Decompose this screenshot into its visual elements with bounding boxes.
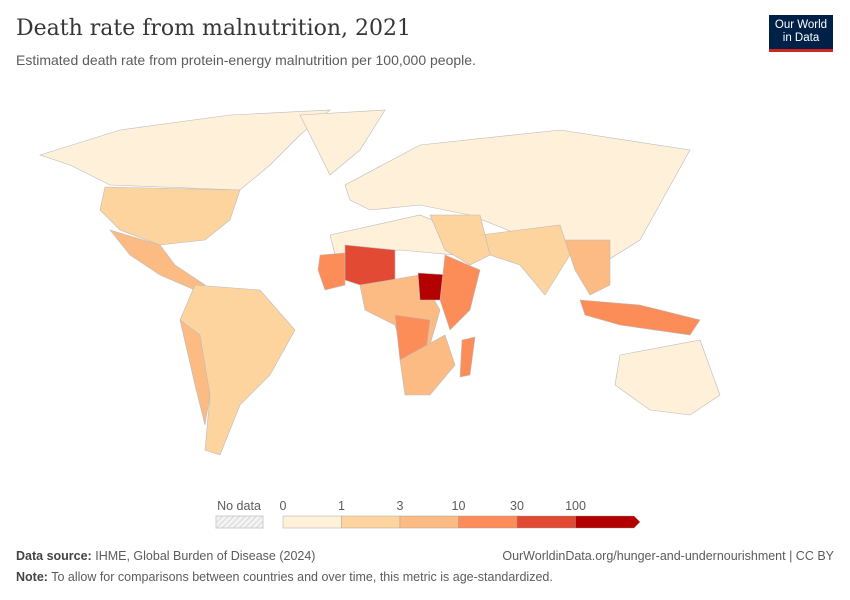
region-middle-east[interactable] bbox=[429, 214, 491, 266]
region-madagascar[interactable] bbox=[459, 336, 476, 378]
region-greenland[interactable] bbox=[299, 109, 386, 176]
legend-tick-label: 0 bbox=[279, 499, 287, 513]
chart-title: Death rate from malnutrition, 2021 bbox=[16, 16, 412, 41]
owid-logo[interactable]: Our World in Data bbox=[769, 15, 833, 52]
legend-no-data-swatch bbox=[215, 515, 264, 529]
region-canada-russia-north[interactable] bbox=[39, 109, 331, 191]
source-text: IHME, Global Burden of Disease (2024) bbox=[95, 549, 316, 563]
note-text: To allow for comparisons between countri… bbox=[51, 570, 553, 584]
logo-text: Our World in Data bbox=[774, 19, 828, 44]
legend-bin-1 bbox=[341, 515, 401, 529]
legend-bin-2 bbox=[399, 515, 459, 529]
region-southern-africa[interactable] bbox=[399, 334, 456, 396]
region-south-asia[interactable] bbox=[479, 224, 571, 296]
note-label: Note: bbox=[16, 570, 48, 584]
legend-bin-4 bbox=[516, 515, 576, 529]
source-url-link[interactable]: OurWorldinData.org/hunger-and-undernouri… bbox=[502, 549, 834, 563]
region-australia[interactable] bbox=[614, 339, 721, 416]
legend-tick-label: 3 bbox=[396, 499, 404, 513]
region-united-states[interactable] bbox=[99, 186, 241, 246]
region-western-andes[interactable] bbox=[179, 319, 211, 426]
legend-tick-label: 100 bbox=[565, 499, 586, 513]
legend-bin-3 bbox=[458, 515, 518, 529]
legend-tick-label: 1 bbox=[338, 499, 345, 513]
legend-tick-label: 10 bbox=[451, 499, 466, 513]
region-indonesia-png[interactable] bbox=[579, 299, 701, 336]
world-map bbox=[39, 109, 721, 456]
data-source: Data source: IHME, Global Burden of Dise… bbox=[16, 549, 315, 563]
legend-tick-label: 30 bbox=[510, 499, 524, 513]
legend-no-data-label: No data bbox=[217, 499, 261, 513]
legend-bin-5 bbox=[575, 515, 641, 529]
region-southeast-asia[interactable] bbox=[564, 239, 611, 296]
source-label: Data source: bbox=[16, 549, 92, 563]
region-west-sahel[interactable] bbox=[317, 252, 346, 291]
color-legend: No data 0 1 3 10 30 100 bbox=[0, 495, 850, 535]
region-horn-of-africa[interactable] bbox=[439, 254, 481, 331]
chart-subtitle: Estimated death rate from protein-energy… bbox=[16, 52, 476, 68]
legend-bin-0 bbox=[282, 515, 342, 529]
note: Note: To allow for comparisons between c… bbox=[16, 570, 553, 584]
region-mali-niger[interactable] bbox=[344, 244, 396, 286]
